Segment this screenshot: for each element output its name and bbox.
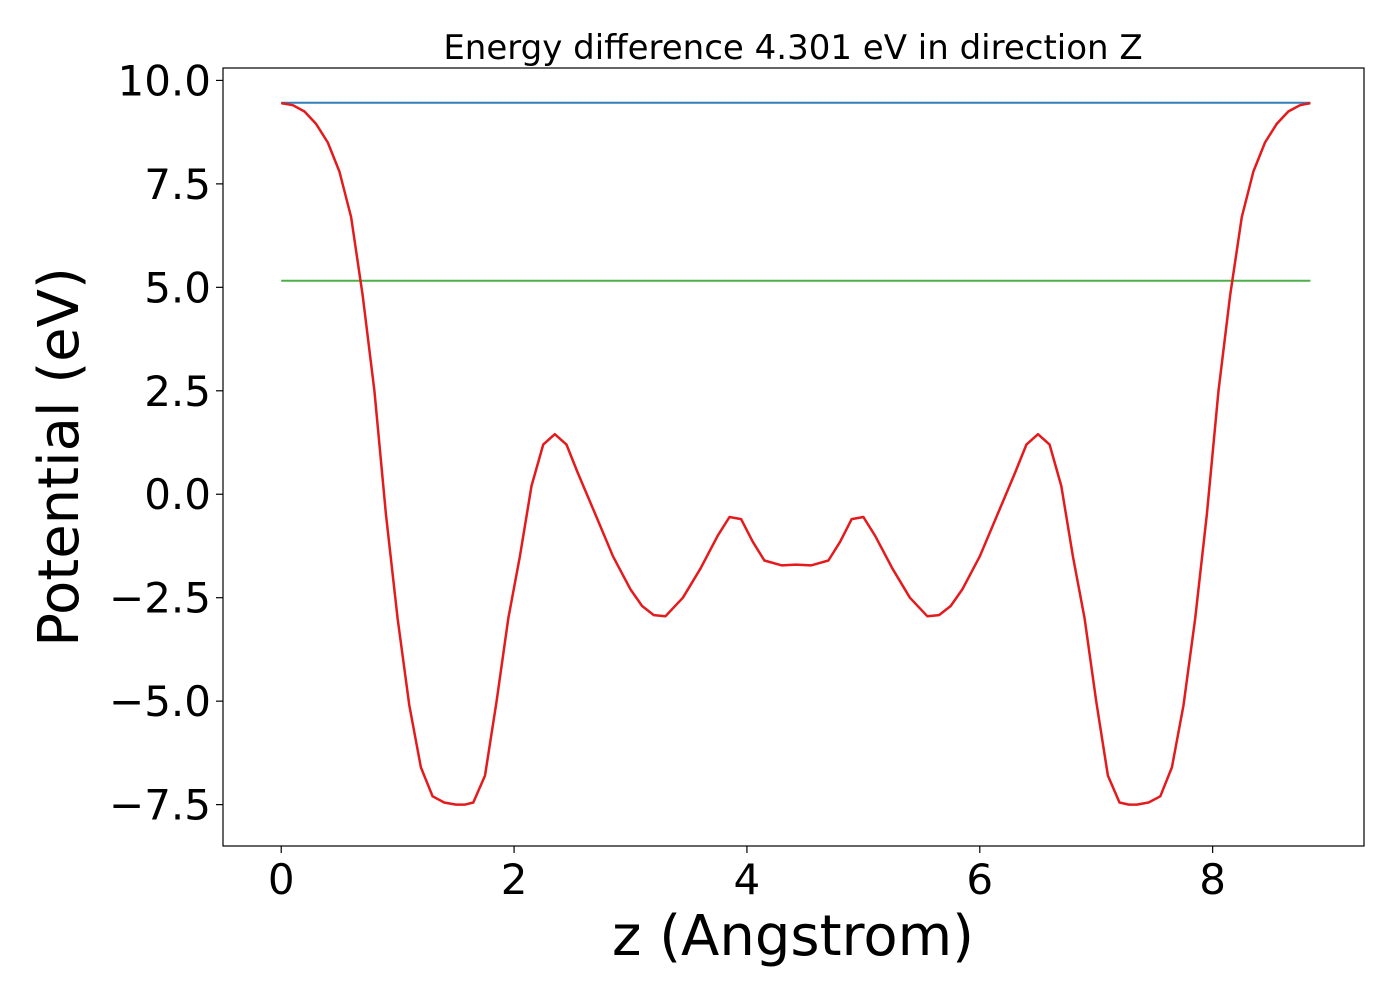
series-layer: [280, 101, 1311, 806]
x-tick-label: 2: [501, 855, 528, 904]
x-tick-label: 4: [734, 855, 761, 904]
y-tick-label: −5.0: [109, 677, 211, 726]
y-tick-label: 5.0: [144, 263, 211, 312]
chart-title: Energy difference 4.301 eV in direction …: [443, 28, 1142, 68]
series-line-potential: [280, 101, 1311, 806]
y-tick-label: 10.0: [117, 56, 211, 105]
plot-area: [223, 68, 1364, 846]
y-tick-label: 2.5: [144, 367, 211, 416]
y-axis-label: Potential (eV): [27, 267, 92, 647]
x-tick-label: 0: [268, 855, 295, 904]
y-tick-label: 7.5: [144, 160, 211, 209]
plot-frame: [222, 67, 1365, 847]
x-tick-label: 6: [966, 855, 993, 904]
x-ticks: 0 2 4 6 8: [268, 846, 1226, 904]
y-tick-label: −2.5: [109, 574, 211, 623]
x-axis-label: z (Angstrom): [612, 904, 974, 969]
x-tick-label: 8: [1199, 855, 1226, 904]
y-ticks: 10.0 7.5 5.0 2.5 0.0 −2.5 −5.0 −7.5: [109, 56, 223, 830]
y-tick-label: −7.5: [109, 781, 211, 830]
y-tick-label: 0.0: [144, 470, 211, 519]
